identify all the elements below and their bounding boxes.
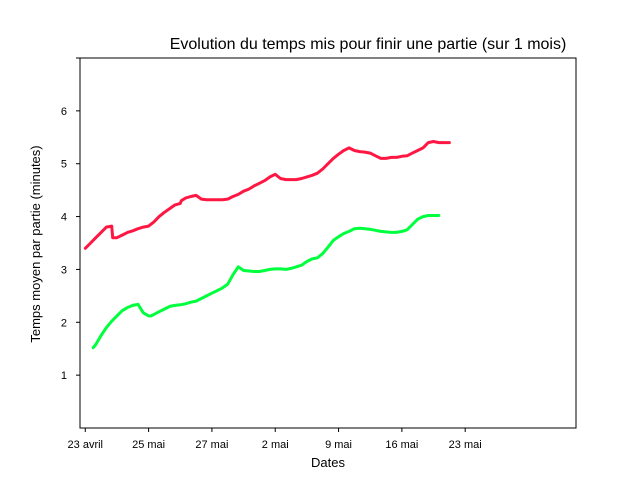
x-tick-label: 9 mai	[325, 439, 352, 451]
y-tick-label: 6	[61, 106, 67, 118]
y-tick-label: 5	[61, 159, 67, 171]
x-axis: 23 avril 25 mai 27 mai 2 mai 9 mai 16 mai 23 m…	[68, 428, 482, 451]
x-tick-label: 16 mai	[385, 439, 418, 451]
x-tick-label: 25 mai	[132, 439, 165, 451]
y-tick-label: 1	[61, 370, 67, 382]
plot-frame	[79, 57, 577, 429]
x-tick-label: 2 mai	[262, 439, 289, 451]
series-line-2	[91, 214, 441, 350]
y-axis-label: Temps moyen par partie (minutes)	[28, 145, 43, 342]
series-layer	[83, 140, 451, 350]
y-axis: 1 2 3 4 5 6	[61, 57, 80, 382]
chart-title: Evolution du temps mis pour finir une pa…	[170, 36, 567, 53]
series-line-1	[83, 140, 451, 250]
x-tick-label: 23 avril	[68, 439, 103, 451]
y-tick-label: 3	[61, 264, 67, 276]
x-tick-label: 23 mai	[449, 439, 482, 451]
y-tick-label: 4	[61, 212, 67, 224]
x-axis-label: Dates	[311, 455, 345, 470]
y-tick-label: 2	[61, 317, 67, 329]
x-tick-label: 27 mai	[195, 439, 228, 451]
